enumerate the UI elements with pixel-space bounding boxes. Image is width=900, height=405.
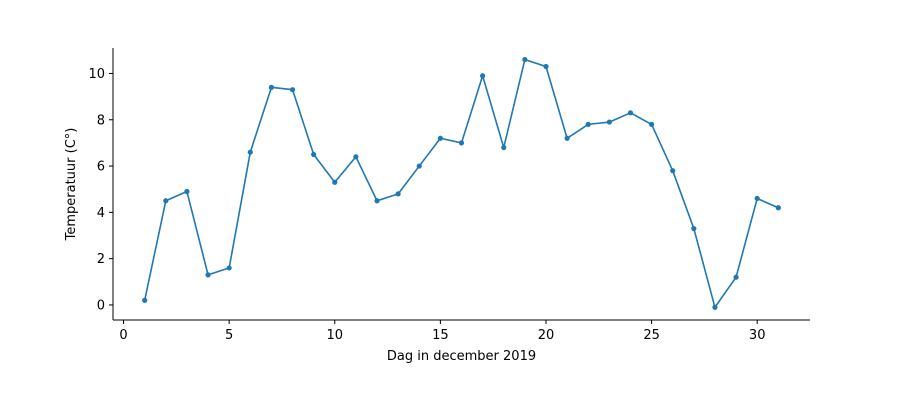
y-axis-label: Temperatuur (C°) xyxy=(64,128,79,242)
data-point xyxy=(247,149,253,155)
data-point xyxy=(226,265,232,271)
data-point xyxy=(733,274,739,280)
data-point xyxy=(564,135,570,141)
data-point xyxy=(627,110,634,116)
data-point xyxy=(289,87,296,93)
data-point xyxy=(458,140,465,146)
y-tick-label: 4 xyxy=(97,206,105,221)
data-point xyxy=(184,188,190,195)
data-point xyxy=(395,191,401,197)
y-tick-label: 0 xyxy=(97,298,105,313)
x-tick-label: 10 xyxy=(326,328,343,343)
data-point xyxy=(501,144,507,151)
axes xyxy=(112,48,810,321)
data-point xyxy=(648,121,655,127)
data-point xyxy=(205,272,211,278)
x-axis-label: Dag in december 2019 xyxy=(387,349,536,364)
y-tick-label: 8 xyxy=(97,113,105,128)
data-point xyxy=(585,121,591,127)
series-line xyxy=(143,58,779,309)
data-point xyxy=(332,179,338,185)
x-ticks: 0 5 10 15 20 25 30 xyxy=(119,320,765,343)
data-point xyxy=(268,84,275,90)
data-point xyxy=(437,135,443,141)
x-tick-label: 0 xyxy=(119,328,127,343)
data-point xyxy=(712,304,718,310)
data-point xyxy=(163,198,169,204)
data-point xyxy=(353,154,359,160)
y-tick-label: 10 xyxy=(88,67,105,82)
x-tick-label: 15 xyxy=(432,328,449,343)
data-point xyxy=(522,56,528,63)
data-point xyxy=(775,205,781,211)
x-tick-label: 25 xyxy=(643,328,660,343)
data-point xyxy=(691,225,697,232)
data-point xyxy=(754,195,760,202)
data-point xyxy=(543,63,549,70)
y-tick-label: 2 xyxy=(97,252,105,267)
data-point xyxy=(416,163,422,169)
x-tick-label: 20 xyxy=(538,328,555,343)
y-tick-label: 6 xyxy=(97,160,105,175)
data-point xyxy=(480,73,486,79)
y-ticks: 0 2 4 6 8 10 xyxy=(88,67,113,313)
data-point xyxy=(142,297,148,303)
data-point xyxy=(311,151,317,158)
x-tick-label: 5 xyxy=(225,328,233,343)
data-point xyxy=(670,168,676,174)
x-tick-label: 30 xyxy=(749,328,766,343)
data-point xyxy=(606,119,612,125)
data-point xyxy=(374,198,380,204)
series-group xyxy=(142,56,781,310)
